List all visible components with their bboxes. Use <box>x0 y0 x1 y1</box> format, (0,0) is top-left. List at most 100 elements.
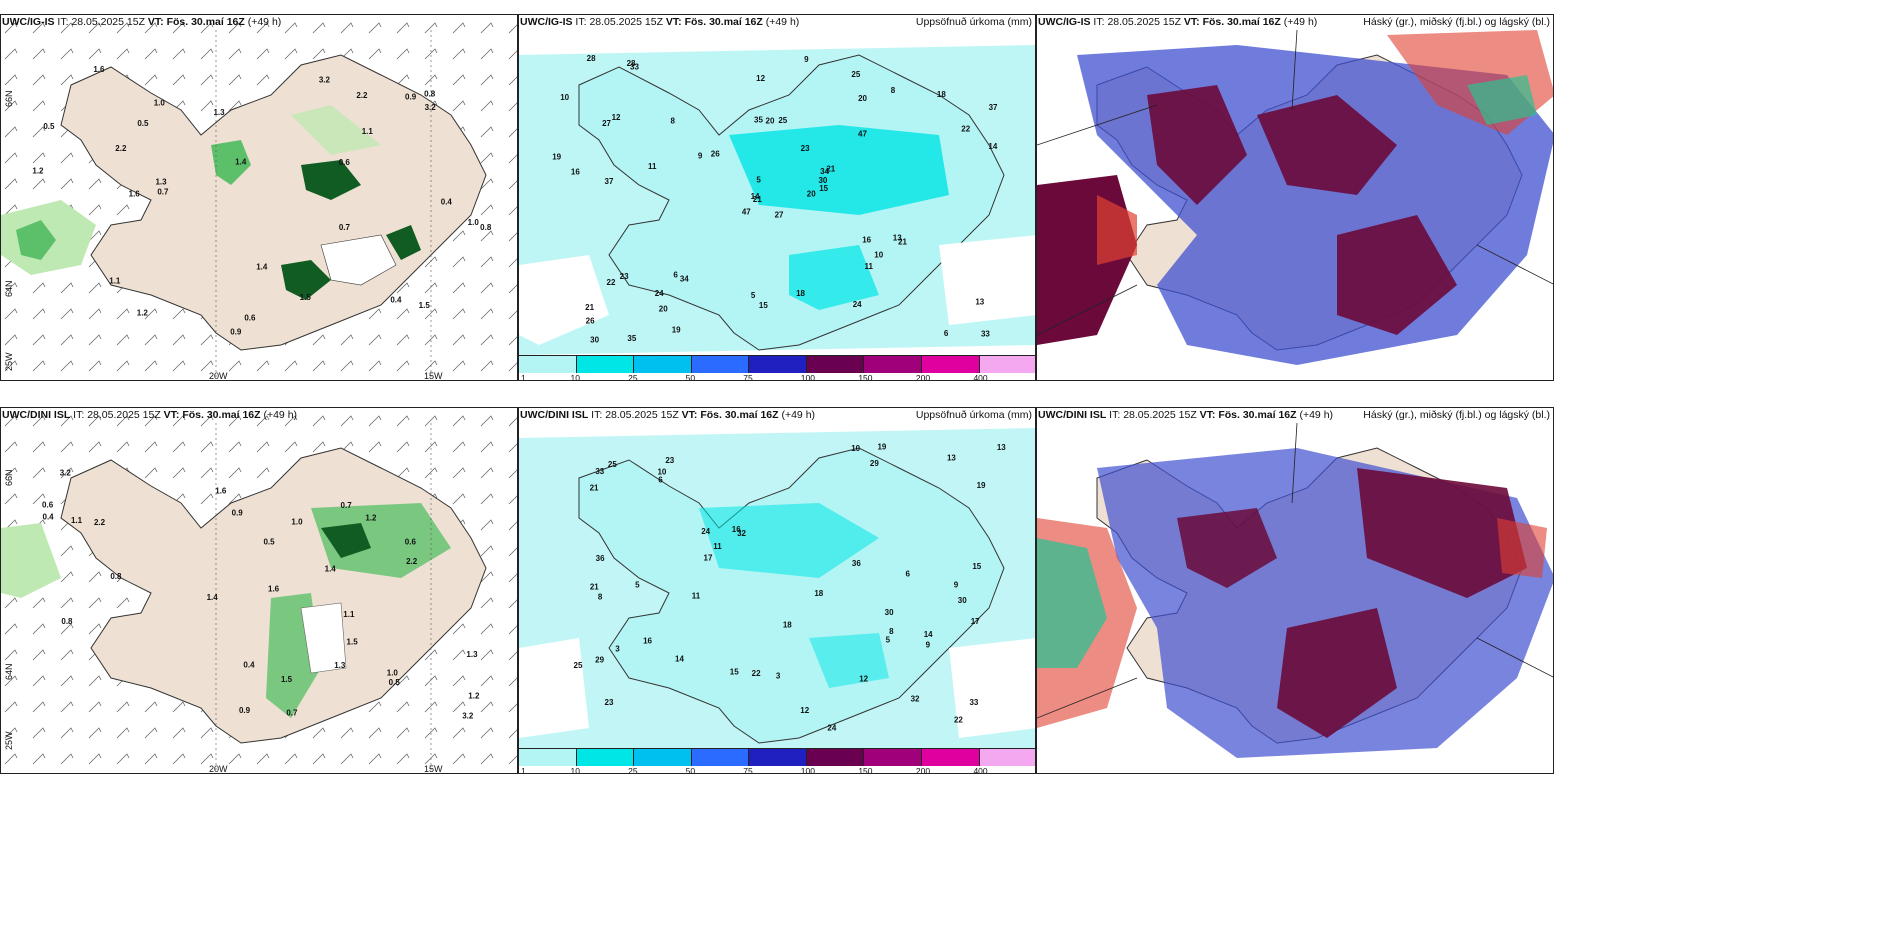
map-value-label: 1.4 <box>235 158 247 167</box>
legend-tick-label: 1 <box>521 373 526 381</box>
map-value-label: 13 <box>997 443 1006 452</box>
map-value-label: 0.4 <box>441 197 453 206</box>
map-value-label: 0.4 <box>43 513 55 522</box>
map-value-label: 1.4 <box>256 263 268 272</box>
map-value-label: 1.3 <box>213 108 225 117</box>
map-value-label: 0.9 <box>232 508 244 517</box>
map-value-label: 12 <box>756 74 765 83</box>
map-value-label: 6 <box>673 270 678 279</box>
map-value-label: 2.2 <box>406 557 418 566</box>
map-value-label: 24 <box>853 300 862 309</box>
map-value-label: 20 <box>807 189 816 198</box>
map-value-label: 16 <box>643 636 652 645</box>
cloud-map <box>1037 29 1553 365</box>
map-value-label: 25 <box>608 460 617 469</box>
map-value-label: 23 <box>620 272 629 281</box>
lat-label-64: 64N <box>4 663 14 680</box>
map-value-label: 17 <box>971 617 980 626</box>
legend-swatch <box>576 749 635 766</box>
map-value-label: 34 <box>680 275 689 284</box>
legend-tick-label: 25 <box>628 766 638 774</box>
map-value-label: 3.2 <box>425 103 437 112</box>
map-value-label: 1.4 <box>207 593 219 602</box>
map-value-label: 0.7 <box>339 223 351 232</box>
panel-bottom-left-showers: UWC/DINI ISL IT: 28.05.2025 15Z VT: Fös.… <box>0 407 518 774</box>
map-value-label: 29 <box>870 459 879 468</box>
lon-label-25: 25W <box>4 731 14 750</box>
panel-bottom-right-clouds: UWC/DINI ISL IT: 28.05.2025 15Z VT: Fös.… <box>1036 407 1554 774</box>
panel-title: Háský (gr.), miðský (fj.bl.) og lágský (… <box>1363 409 1550 421</box>
map-value-label: 8 <box>891 86 896 95</box>
map-value-label: 25 <box>574 661 583 670</box>
map-value-label: 32 <box>911 694 920 703</box>
map-value-label: 0.8 <box>480 223 492 232</box>
map-value-label: 0.5 <box>137 119 149 128</box>
legend-tick-label: 10 <box>570 766 581 774</box>
panel-title: Háský (gr.), miðský (fj.bl.) og lágský (… <box>1363 16 1550 28</box>
legend-swatch <box>691 356 750 373</box>
panel-header: UWC/IG-IS IT: 28.05.2025 15Z VT: Fös. 30… <box>520 16 800 28</box>
legend-tick-label: 75 <box>743 373 753 381</box>
map-value-label: 3.2 <box>462 711 474 720</box>
legend-tick-label: 150 <box>858 766 873 774</box>
map-value-label: 1.4 <box>325 564 337 573</box>
map-value-label: 33 <box>969 698 978 707</box>
map-value-label: 0.5 <box>263 538 275 547</box>
legend-tick-label: 100 <box>800 373 815 381</box>
map-value-label: 15 <box>730 668 739 677</box>
legend-tick-label: 400 <box>973 373 988 381</box>
map-value-label: 22 <box>607 278 616 287</box>
map-value-label: 13 <box>947 454 956 463</box>
map-value-label: 1.5 <box>281 675 293 684</box>
legend-tick-label: 150 <box>858 373 873 381</box>
legend-tick-label: 50 <box>685 373 696 381</box>
panel-top-middle-precip: UWC/IG-IS IT: 28.05.2025 15Z VT: Fös. 30… <box>518 14 1036 381</box>
map-value-label: 15 <box>759 301 768 310</box>
legend-swatch <box>749 356 807 373</box>
map-value-label: 33 <box>630 63 639 72</box>
lat-label-66: 66N <box>4 90 14 107</box>
map-value-label: 1.2 <box>137 309 149 318</box>
map-value-label: 1.5 <box>300 293 312 302</box>
map-value-label: 10 <box>874 250 883 259</box>
legend-tick-label: 400 <box>973 766 988 774</box>
iceland-landmass <box>60 54 487 351</box>
map-value-label: 3 <box>776 672 781 681</box>
map-value-label: 36 <box>596 554 605 563</box>
map-value-label: 9 <box>698 152 703 161</box>
map-value-label: 1.3 <box>334 661 346 670</box>
map-value-label: 2.2 <box>94 518 106 527</box>
map-value-label: 30 <box>885 608 894 617</box>
map-value-label: 0.9 <box>239 706 251 715</box>
map-value-label: 1.1 <box>343 610 355 619</box>
map-value-label: 1.2 <box>32 167 44 176</box>
map-value-label: 5 <box>756 175 761 184</box>
legend-tick-label: 200 <box>915 373 931 381</box>
map-value-label: 3.2 <box>60 469 72 478</box>
map-value-label: 0.6 <box>339 158 351 167</box>
map-value-label: 0.4 <box>390 296 402 305</box>
map-value-label: 19 <box>977 481 986 490</box>
map-value-label: 16 <box>571 168 580 177</box>
map-value-label: 23 <box>801 144 810 153</box>
map-value-label: 18 <box>783 620 792 629</box>
legend-tick-label: 25 <box>628 373 638 381</box>
map-value-label: 27 <box>602 119 611 128</box>
wind-shower-map: 0.5 0.5 0.6 0.6 0.9 0.9 0.7 0.7 0.8 0.8 1.0 1.0 1.1 1… <box>1 408 517 773</box>
map-value-label: 1.3 <box>155 177 167 186</box>
legend-swatch <box>749 749 807 766</box>
map-value-label: 12 <box>859 674 868 683</box>
map-value-label: 30 <box>818 176 827 185</box>
map-value-label: 22 <box>961 125 970 134</box>
map-value-label: 35 <box>627 334 636 343</box>
legend-tick-label: 100 <box>800 766 815 774</box>
lat-label-64: 64N <box>4 280 14 297</box>
panel-title: Uppsöfnuð úrkoma (mm) <box>915 409 1032 421</box>
map-value-label: 1.3 <box>466 650 478 659</box>
map-value-label: 5 <box>635 580 640 589</box>
legend-swatch <box>806 356 865 373</box>
map-value-label: 19 <box>552 152 561 161</box>
legend-swatch <box>576 356 635 373</box>
map-value-label: 1.0 <box>387 669 399 678</box>
map-value-label: 5 <box>751 291 756 300</box>
